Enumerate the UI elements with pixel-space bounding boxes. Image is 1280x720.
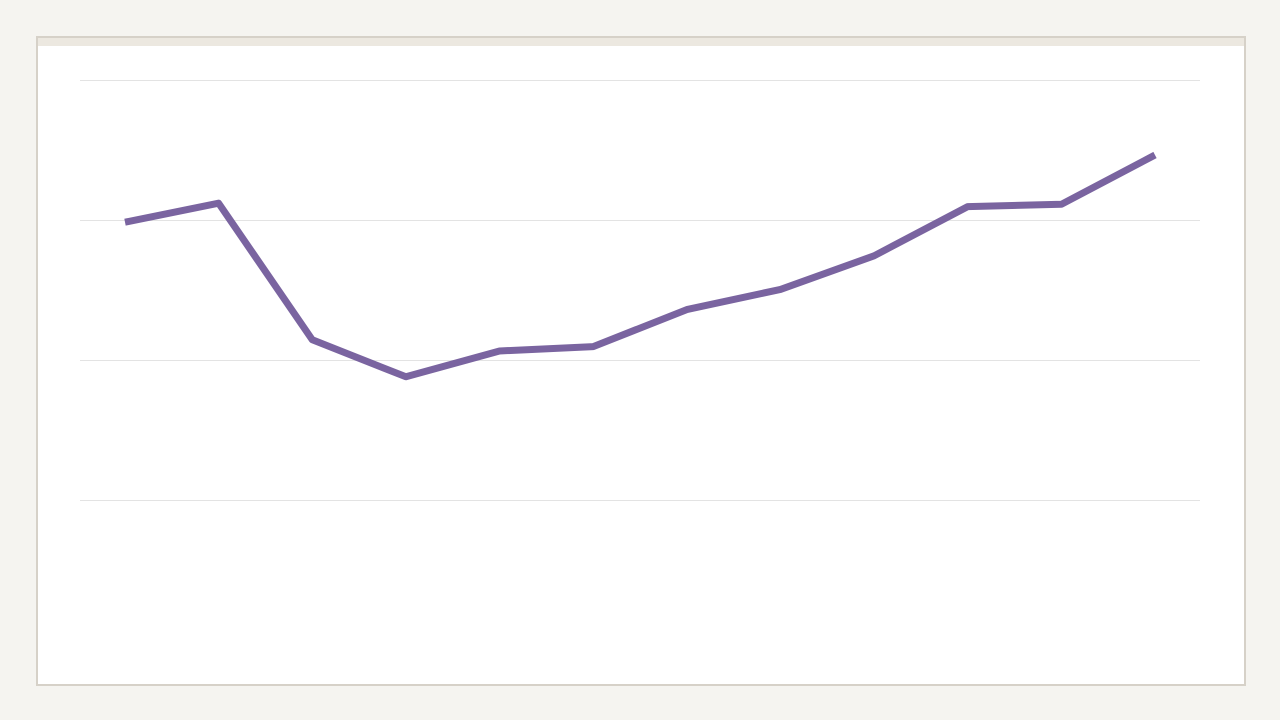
data-point-1 xyxy=(122,219,128,225)
data-point-7 xyxy=(684,307,690,313)
data-point-8 xyxy=(778,286,784,292)
data-point-10 xyxy=(965,204,971,210)
data-point-6 xyxy=(590,344,596,350)
series-layer xyxy=(122,151,1158,381)
data-point-11 xyxy=(1058,201,1064,207)
gridlines xyxy=(80,80,1200,501)
data-point-2 xyxy=(216,200,222,206)
data-point-3 xyxy=(309,337,315,343)
data-point-9 xyxy=(871,253,877,259)
data-point-12 xyxy=(1152,152,1158,158)
frame-header-strip xyxy=(38,38,1244,46)
data-point-5 xyxy=(497,348,503,354)
data-point-4 xyxy=(403,374,409,380)
series-line-1 xyxy=(124,151,1157,381)
